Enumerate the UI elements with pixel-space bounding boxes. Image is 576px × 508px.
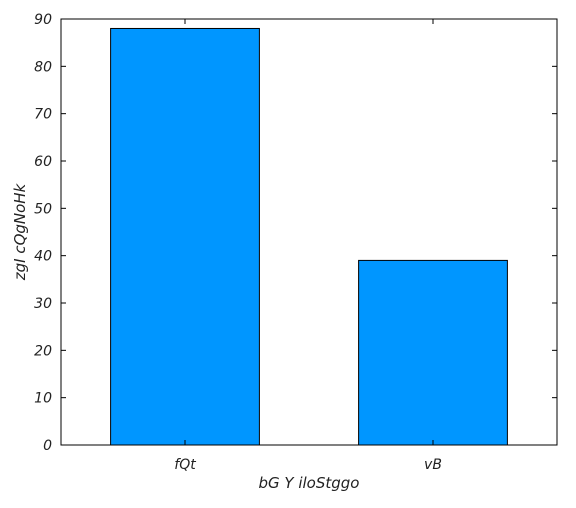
y-tick-label: 10 <box>34 391 52 407</box>
y-tick-label: 60 <box>34 154 52 170</box>
y-tick-label: 30 <box>34 296 52 312</box>
bars-layer <box>110 27 508 446</box>
bar-vB <box>358 259 508 446</box>
ticks-layer: 0 10 20 30 40 50 60 70 80 90 fQt vB <box>34 12 557 473</box>
x-axis-label: bG Y iloStggo <box>259 474 360 492</box>
y-tick-label: 90 <box>34 12 52 28</box>
bar-fQt <box>110 27 260 446</box>
y-tick-label: 50 <box>34 201 52 217</box>
y-tick-label: 20 <box>34 343 52 359</box>
y-tick-label: 0 <box>43 438 52 454</box>
y-axis-label: zgI cQgNoHk <box>11 182 29 281</box>
x-tick-label-fQt: fQt <box>174 457 196 473</box>
y-tick-label: 40 <box>34 249 52 265</box>
y-tick-label: 80 <box>34 59 52 75</box>
y-tick-label: 70 <box>34 107 52 123</box>
plot-area-frame <box>60 18 558 446</box>
x-tick-label-vB: vB <box>424 457 442 473</box>
